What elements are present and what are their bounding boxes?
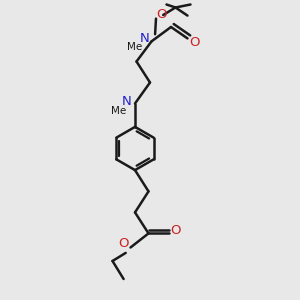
Text: O: O [119,237,129,250]
Text: O: O [189,36,200,49]
Text: N: N [140,32,150,45]
Text: N: N [122,94,131,108]
Text: Me: Me [111,106,126,116]
Text: O: O [156,8,167,21]
Text: O: O [170,224,181,237]
Text: Me: Me [128,42,142,52]
